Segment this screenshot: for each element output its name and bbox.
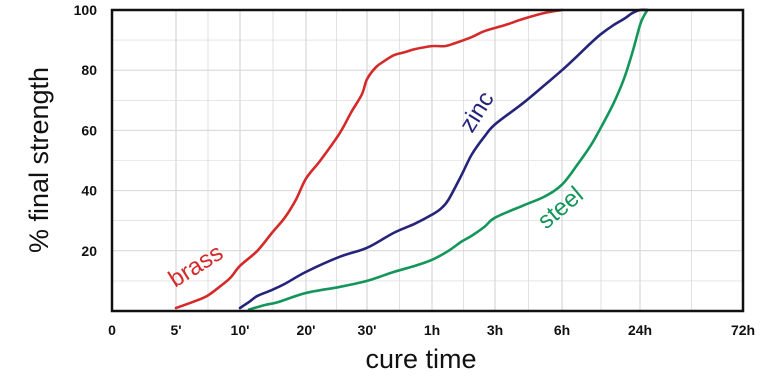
x-tick-label: 1h [424, 322, 440, 338]
x-axis-title: cure time [365, 344, 476, 374]
plot-frame [110, 8, 745, 313]
series-label-brass: brass [164, 239, 228, 293]
x-tick-label: 10' [231, 322, 250, 338]
series-line-brass [174, 8, 564, 310]
series-label-steel: steel [533, 181, 589, 234]
series-label-zinc: zinc [454, 87, 500, 138]
x-tick-label: 5' [170, 322, 181, 338]
x-tick-label: 0 [108, 322, 116, 338]
x-tick-label: 24h [628, 322, 652, 338]
x-tick-label: 30' [358, 322, 377, 338]
y-axis-title: % final strength [24, 67, 54, 253]
x-tick-label: 72h [731, 322, 755, 338]
series-line-zinc [238, 8, 649, 310]
tick-labels: 0 5' 10' 20' 30' 1h 3h 6h 24h 72h 20 40 60 80 100 [74, 2, 755, 338]
y-tick-label: 40 [81, 183, 97, 199]
grid [112, 10, 743, 311]
series-line-steel [247, 8, 649, 311]
x-tick-label: 20' [297, 322, 316, 338]
x-tick-label: 6h [554, 322, 570, 338]
series-lines [174, 8, 649, 311]
y-tick-label: 60 [81, 122, 97, 138]
x-tick-label: 3h [487, 322, 503, 338]
y-tick-label: 100 [74, 2, 98, 18]
y-tick-label: 20 [81, 243, 97, 259]
y-tick-label: 80 [81, 62, 97, 78]
